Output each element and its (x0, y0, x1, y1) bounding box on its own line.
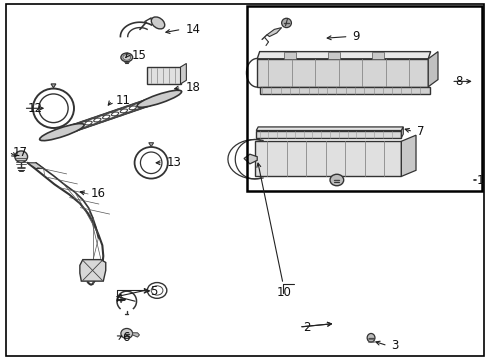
Polygon shape (401, 135, 416, 176)
Ellipse shape (151, 17, 165, 29)
Text: 8: 8 (455, 75, 463, 88)
Ellipse shape (40, 123, 84, 141)
Ellipse shape (137, 90, 182, 107)
Ellipse shape (121, 328, 133, 338)
Bar (247, 6, 482, 191)
Text: 6: 6 (122, 331, 129, 344)
Ellipse shape (15, 151, 27, 162)
Polygon shape (257, 51, 431, 59)
Polygon shape (180, 63, 186, 84)
Polygon shape (133, 333, 140, 337)
Polygon shape (328, 51, 340, 59)
Polygon shape (255, 141, 401, 176)
Text: 3: 3 (392, 339, 399, 352)
Polygon shape (428, 51, 438, 87)
Polygon shape (401, 127, 403, 138)
Text: 2: 2 (303, 320, 310, 333)
Text: 7: 7 (417, 125, 424, 138)
Polygon shape (256, 127, 403, 131)
Polygon shape (257, 59, 428, 87)
Text: 10: 10 (277, 287, 292, 300)
Polygon shape (372, 51, 384, 59)
Polygon shape (27, 163, 44, 168)
Text: 4: 4 (116, 293, 123, 306)
Text: 13: 13 (167, 156, 182, 169)
Text: 15: 15 (132, 49, 147, 62)
Text: 11: 11 (116, 94, 131, 107)
Polygon shape (80, 260, 106, 281)
Polygon shape (51, 84, 56, 88)
Polygon shape (260, 87, 430, 94)
Polygon shape (147, 67, 180, 84)
Text: 12: 12 (27, 102, 43, 115)
Text: 9: 9 (352, 30, 360, 43)
Text: 18: 18 (185, 81, 200, 94)
Text: 1: 1 (477, 174, 485, 186)
Ellipse shape (282, 18, 292, 28)
Text: 5: 5 (150, 285, 157, 298)
Ellipse shape (330, 174, 343, 186)
Ellipse shape (367, 333, 375, 342)
Polygon shape (149, 143, 154, 147)
Polygon shape (256, 131, 401, 138)
Polygon shape (284, 51, 296, 59)
Polygon shape (244, 154, 257, 164)
Text: 17: 17 (13, 145, 28, 158)
Polygon shape (267, 28, 282, 37)
Text: 14: 14 (185, 23, 200, 36)
Ellipse shape (121, 53, 133, 62)
Text: 16: 16 (91, 187, 106, 200)
